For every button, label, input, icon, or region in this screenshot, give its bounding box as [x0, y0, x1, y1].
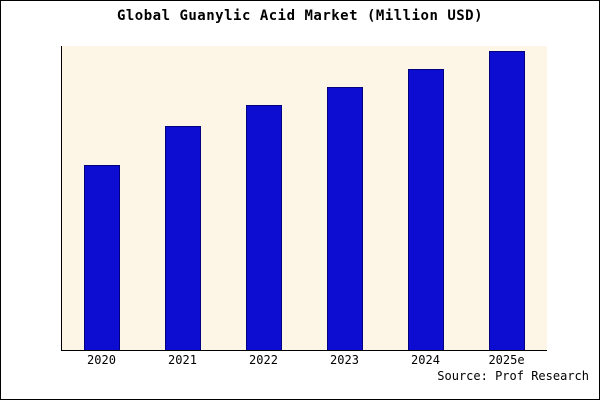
bar-2024 [407, 69, 444, 350]
bar-2025e [488, 51, 525, 350]
bar-2021 [165, 126, 202, 350]
x-axis: 2020 2021 2022 2023 2024 2025e [61, 353, 547, 367]
x-tick-label-2021: 2021 [168, 353, 197, 367]
x-tick-label-2024: 2024 [411, 353, 440, 367]
bar-column-2021 [143, 46, 224, 350]
bar-column-2024 [385, 46, 466, 350]
bar-2022 [246, 105, 283, 350]
bar-column-2025e [466, 46, 547, 350]
bar-column-2023 [304, 46, 385, 350]
bar-2020 [84, 165, 121, 350]
bar-column-2022 [224, 46, 305, 350]
x-tick-label-2025e: 2025e [488, 353, 525, 367]
x-tick-label-2022: 2022 [249, 353, 278, 367]
x-tick-label-2020: 2020 [87, 353, 116, 367]
x-tick-label-2023: 2023 [330, 353, 359, 367]
bar-column-2020 [62, 46, 143, 350]
source-credit: Source: Prof Research [437, 369, 589, 383]
plot-area [61, 46, 547, 351]
bar-2023 [326, 87, 363, 350]
chart-title: Global Guanylic Acid Market (Million USD… [116, 8, 484, 24]
